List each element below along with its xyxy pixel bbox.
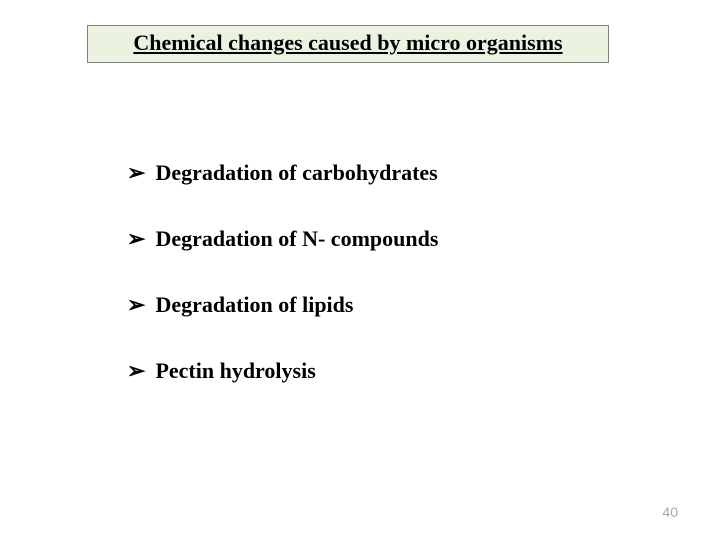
bullet-arrow-icon: ➢ [127,160,145,186]
bullet-arrow-icon: ➢ [127,358,145,384]
list-item: ➢ Degradation of N- compounds [127,226,438,252]
bullet-text: Degradation of lipids [155,292,353,318]
bullet-list: ➢ Degradation of carbohydrates ➢ Degradatio… [127,160,438,384]
bullet-arrow-icon: ➢ [127,226,145,252]
bullet-text: Pectin hydrolysis [155,358,315,384]
slide-title-box: Chemical changes caused by micro organis… [87,25,609,63]
bullet-text: Degradation of N- compounds [155,226,438,252]
list-item: ➢ Degradation of carbohydrates [127,160,438,186]
slide-title-text: Chemical changes caused by micro organis… [133,30,562,55]
bullet-text: Degradation of carbohydrates [155,160,437,186]
list-item: ➢ Pectin hydrolysis [127,358,438,384]
slide: Chemical changes caused by micro organis… [0,0,720,540]
list-item: ➢ Degradation of lipids [127,292,438,318]
page-number: 40 [662,504,678,520]
bullet-arrow-icon: ➢ [127,292,145,318]
